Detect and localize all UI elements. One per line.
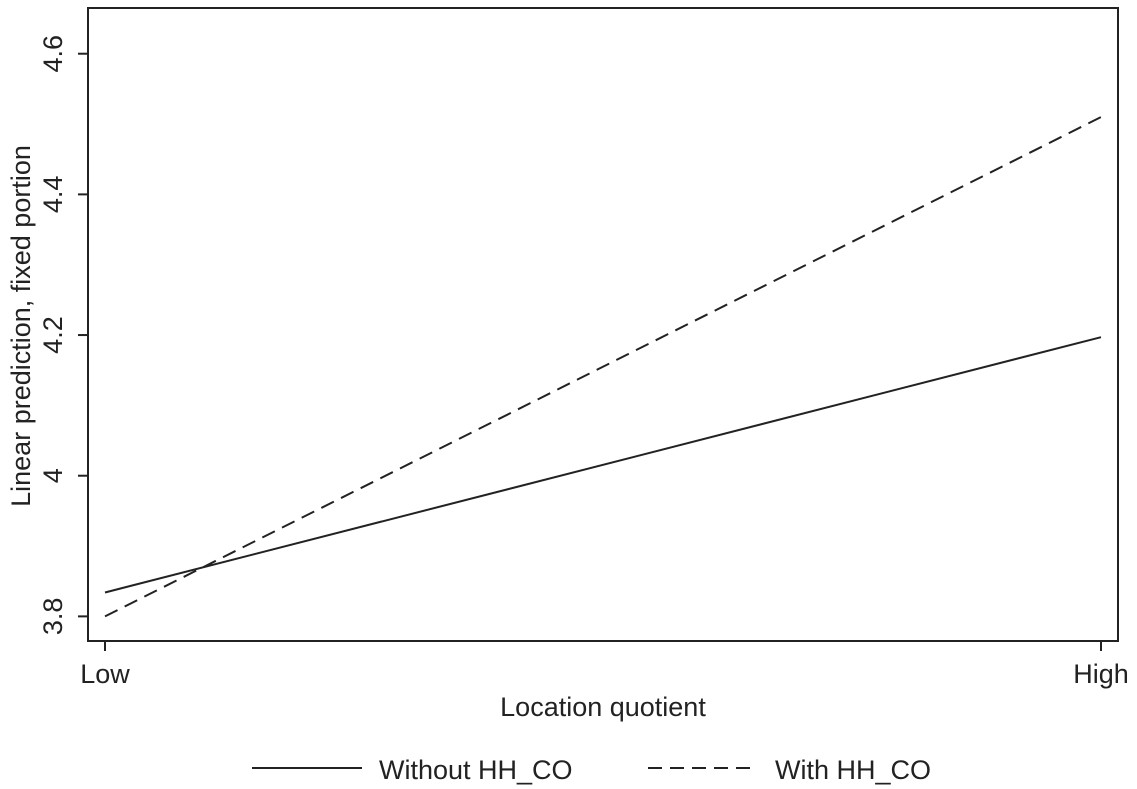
series-layer bbox=[104, 116, 1102, 618]
legend-label-with-hh-co: With HH_CO bbox=[775, 755, 931, 785]
series-line-without-hh-co bbox=[104, 336, 1102, 594]
series-line-with-hh-co bbox=[104, 116, 1102, 618]
y-tick-label: 3.8 bbox=[38, 598, 68, 636]
y-tick-label: 4.2 bbox=[38, 316, 68, 354]
x-axis-title: Location quotient bbox=[500, 692, 706, 722]
y-axis: 3.8 4 4.2 4.4 4.6 bbox=[38, 35, 88, 635]
x-axis: Low High bbox=[80, 641, 1129, 689]
legend-label-without-hh-co: Without HH_CO bbox=[379, 755, 573, 785]
y-axis-title: Linear prediction, fixed portion bbox=[6, 145, 36, 507]
y-tick-label: 4.6 bbox=[38, 35, 68, 73]
x-tick-label: High bbox=[1073, 659, 1129, 689]
y-tick-label: 4.4 bbox=[38, 176, 68, 214]
y-tick-label: 4 bbox=[38, 468, 68, 483]
x-tick-label: Low bbox=[80, 659, 130, 689]
legend: Without HH_CO With HH_CO bbox=[252, 755, 931, 785]
plot-frame bbox=[87, 7, 1119, 642]
